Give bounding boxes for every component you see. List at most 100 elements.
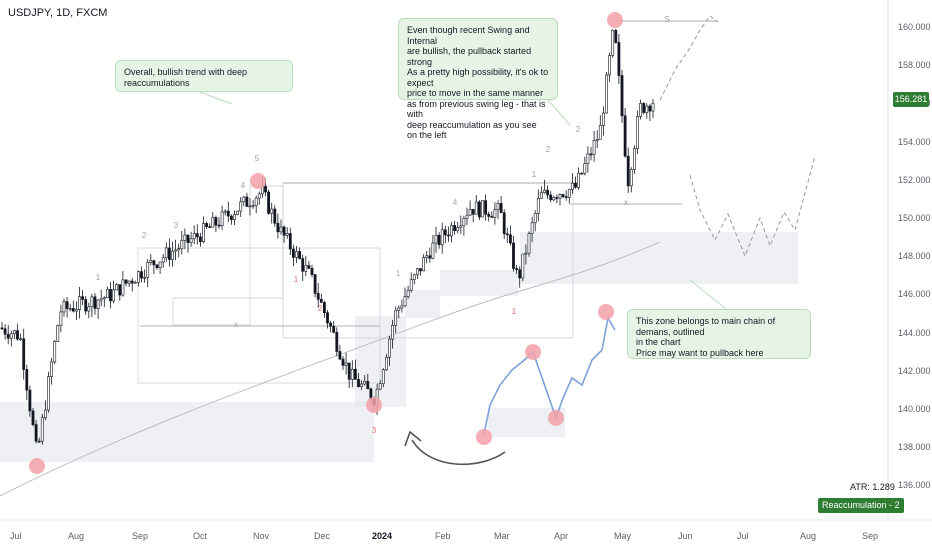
candle-body [512, 242, 515, 269]
candle-body [16, 330, 19, 340]
candle-body [78, 296, 81, 310]
candle-body [450, 225, 453, 237]
candle-body [629, 169, 633, 187]
candle-body [75, 309, 78, 312]
candle-body [180, 240, 184, 250]
candle-body [453, 225, 457, 232]
candle-body [99, 298, 103, 301]
candle-body [230, 215, 233, 220]
candle-body [611, 30, 615, 56]
chart-title: USDJPY, 1D, FXCM [8, 7, 108, 19]
candle-body [245, 196, 249, 207]
candle-body [87, 306, 91, 312]
candle-body [152, 260, 156, 266]
wave-label: 4 [453, 198, 458, 207]
candle-body [174, 249, 178, 252]
candle-body [391, 324, 395, 340]
candle-body [137, 271, 140, 283]
candle-body [214, 217, 218, 226]
candle-body [403, 296, 407, 307]
time-tick: 2024 [372, 531, 393, 541]
wave-label: x [624, 198, 628, 207]
structure-zone [440, 270, 518, 296]
candle-body [574, 182, 577, 188]
candle-body [546, 189, 550, 196]
candle-body [205, 223, 209, 227]
candle-body [171, 250, 174, 260]
candle-body [50, 361, 54, 377]
candle-body [71, 308, 75, 312]
candle-body [481, 200, 484, 218]
candle-body [9, 333, 13, 339]
candle-body [567, 189, 571, 198]
candle-body [632, 148, 636, 170]
time-tick: Jun [678, 531, 693, 541]
projection-pullback-path [689, 155, 816, 258]
candle-body [608, 55, 612, 76]
wave-label: 2 [546, 145, 551, 154]
candle-body [307, 265, 311, 269]
candle-body [257, 193, 261, 199]
candle-body [636, 116, 639, 149]
candle-body [530, 222, 534, 234]
wave-label: 3 [372, 426, 377, 435]
candle-body [267, 191, 271, 214]
candle-body [220, 211, 224, 226]
candle-body [96, 299, 100, 309]
candle-body [177, 248, 181, 251]
candle-body [332, 325, 336, 333]
structure-zone [0, 402, 374, 462]
callout-pullback: Even though recent Swing and Internal ar… [398, 18, 558, 140]
time-tick: Aug [68, 531, 85, 541]
candle-body [93, 296, 97, 309]
candle-body [217, 224, 221, 227]
time-tick: Sep [862, 531, 879, 541]
candle-body [484, 200, 488, 215]
candle-body [419, 268, 422, 272]
candle-body [598, 125, 602, 140]
price-tick: 142.000 [898, 365, 931, 376]
candle-body [415, 268, 419, 276]
candle-body [56, 325, 60, 342]
candle-body [329, 322, 333, 327]
candle-body [186, 234, 190, 243]
candle-body [106, 289, 109, 298]
candle-body [130, 280, 134, 284]
wave-label: 1 [294, 275, 299, 284]
candle-body [555, 197, 559, 199]
candle-body [192, 233, 196, 240]
candle-body [248, 205, 252, 208]
structure-zone [355, 316, 406, 407]
candle-body [146, 262, 150, 278]
candle-body [316, 293, 320, 300]
candle-body [434, 234, 438, 244]
callout-pointer [689, 279, 727, 310]
candle-body [264, 186, 267, 193]
candle-body [543, 189, 546, 193]
candle-body [586, 153, 590, 164]
candle-body [456, 227, 460, 232]
candle-body [322, 302, 326, 313]
candle-body [344, 362, 348, 366]
candle-body [28, 389, 32, 412]
wave-label: 1 [396, 269, 401, 278]
candle-body [350, 368, 354, 380]
candle-body [620, 75, 624, 117]
candle-body [462, 217, 466, 227]
candle-body [474, 201, 478, 215]
atr-indicator: ATR: 1.289 [850, 482, 895, 492]
candle-body [109, 289, 112, 302]
candle-body [384, 356, 388, 371]
candle-body [477, 201, 481, 218]
candle-body [199, 236, 202, 243]
candle-body [468, 209, 472, 216]
candle-body [397, 307, 401, 311]
candle-body [412, 274, 416, 280]
candle-body [53, 341, 57, 363]
wave-label: 2 [318, 304, 323, 313]
price-tick: 138.000 [898, 442, 931, 453]
candle-body [406, 289, 410, 297]
candle-body [381, 369, 385, 385]
candle-body [502, 212, 506, 235]
